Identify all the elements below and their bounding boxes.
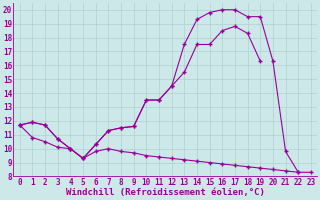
X-axis label: Windchill (Refroidissement éolien,°C): Windchill (Refroidissement éolien,°C) bbox=[66, 188, 265, 197]
